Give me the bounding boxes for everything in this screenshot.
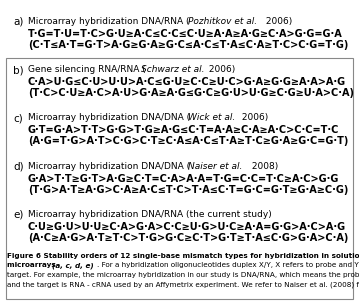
Text: (T·C>C·U≥A·C>A·U>G·A≥A·G≤G·C≥G·U>U·G≥C·G≥U·A>C·A): (T·C>C·U≥A·C>A·U>G·A≥A·G≤G·C≥G·U>U·G≥C·G… bbox=[28, 88, 354, 98]
Text: 2006): 2006) bbox=[263, 17, 292, 26]
Text: and the target is RNA - cRNA used by an Affymetrix experiment. We refer to Naise: and the target is RNA - cRNA used by an … bbox=[7, 281, 359, 288]
Text: c): c) bbox=[13, 114, 23, 123]
Text: target. For example, the microarray hybridization in our study is DNA/RNA, which: target. For example, the microarray hybr… bbox=[7, 272, 359, 278]
Text: Microarray hybridization DNA/DNA (: Microarray hybridization DNA/DNA ( bbox=[28, 114, 190, 122]
Text: (A·C≥A·G>A·T≥T·C>T·G>G·C≥C·T>G·T≥T·A≤C·G>G·A>C·A): (A·C≥A·G>A·T≥T·C>T·G>G·C≥C·T>G·T≥T·A≤C·G… bbox=[28, 233, 348, 243]
Text: Wick et al.: Wick et al. bbox=[188, 114, 235, 122]
Text: b): b) bbox=[13, 65, 24, 75]
Text: microarrays: microarrays bbox=[7, 262, 58, 268]
Text: Gene silencing RNA/RNA (: Gene silencing RNA/RNA ( bbox=[28, 65, 146, 74]
Text: Pozhitkov et al.: Pozhitkov et al. bbox=[188, 17, 257, 26]
Text: G·A>T·T≥G·T>A·G≥C·T=C·A>A·A=T·G=C·C=T·C≥A·C>G·G: G·A>T·T≥G·T>A·G≥C·T=C·A>A·A=T·G=C·C=T·C≥… bbox=[28, 174, 339, 184]
Text: G·T=G·A>T·T>G·G>T·G≥A·G≤C·T=A·A≥C·A≥A·C>C·C=T·C: G·T=G·A>T·T>G·G>T·G≥A·G≤C·T=A·A≥C·A≥A·C>… bbox=[28, 125, 339, 135]
Text: C·U≥G·U>U·U≥C·A>G·A>C·C≥U·G>U·C≥A·A=G·G>A·C>A·G: C·U≥G·U>U·U≥C·A>G·A>C·C≥U·G>U·C≥A·A=G·G>… bbox=[28, 222, 346, 232]
Text: d): d) bbox=[13, 162, 24, 172]
Text: (a, c, d, e): (a, c, d, e) bbox=[52, 262, 94, 269]
Text: (C·T≤A·T=G·T>A·G≥G·A≥G·C≤A·C≤T·A≤C·A≥T·C>C·G=T·G): (C·T≤A·T=G·T>A·G≥G·A≥G·C≤A·C≤T·A≤C·A≥T·C… bbox=[28, 40, 348, 50]
Text: Figure 6 Stability orders of 12 single-base mismatch types for hybridization in : Figure 6 Stability orders of 12 single-b… bbox=[7, 253, 359, 259]
Text: Microarray hybridization DNA/RNA (the current study): Microarray hybridization DNA/RNA (the cu… bbox=[28, 210, 272, 219]
Text: Microarray hybridization DNA/RNA (: Microarray hybridization DNA/RNA ( bbox=[28, 17, 190, 26]
Text: (A·G=T·G>A·T>C·G>C·T≥C·A≤A·C≤T·A≥T·C≥G·A≥G·C=G·T): (A·G=T·G>A·T>C·G>C·T≥C·A≤A·C≤T·A≥T·C≥G·A… bbox=[28, 136, 348, 146]
Text: 2006): 2006) bbox=[206, 65, 236, 74]
Text: a): a) bbox=[13, 17, 23, 27]
Text: 2006): 2006) bbox=[239, 114, 269, 122]
Text: Naiser et al.: Naiser et al. bbox=[188, 162, 242, 171]
Text: Microarray hybridization DNA/DNA (: Microarray hybridization DNA/DNA ( bbox=[28, 162, 190, 171]
Text: Schwarz et al.: Schwarz et al. bbox=[141, 65, 204, 74]
Bar bbox=[6, 58, 353, 299]
Text: 2008): 2008) bbox=[249, 162, 278, 171]
Text: . For a hybridization oligonucleotides duplex X/Y, X refers to probe and Y refer: . For a hybridization oligonucleotides d… bbox=[97, 262, 359, 268]
Text: T·G=T·U=T·C>G·U≥A·C≤C·C≤C·U≥A·A≥A·G≥C·A>G·G=G·A: T·G=T·U=T·C>G·U≥A·C≤C·C≤C·U≥A·A≥A·G≥C·A>… bbox=[28, 29, 343, 39]
Text: (T·G>A·T≥A·G>C·A≥A·C≤T·C>T·A≤C·T=G·C=G·T≥G·A≥C·G): (T·G>A·T≥A·G>C·A≥A·C≤T·C>T·A≤C·T=G·C=G·T… bbox=[28, 185, 348, 195]
Text: e): e) bbox=[13, 210, 23, 220]
Text: C·A>U·G≤C·U>U·U>A·C≤G·U≥C·C≥U·C>G·A≥G·G≥A·A>A·G: C·A>U·G≤C·U>U·U>A·C≤G·U≥C·C≥U·C>G·A≥G·G≥… bbox=[28, 77, 346, 87]
